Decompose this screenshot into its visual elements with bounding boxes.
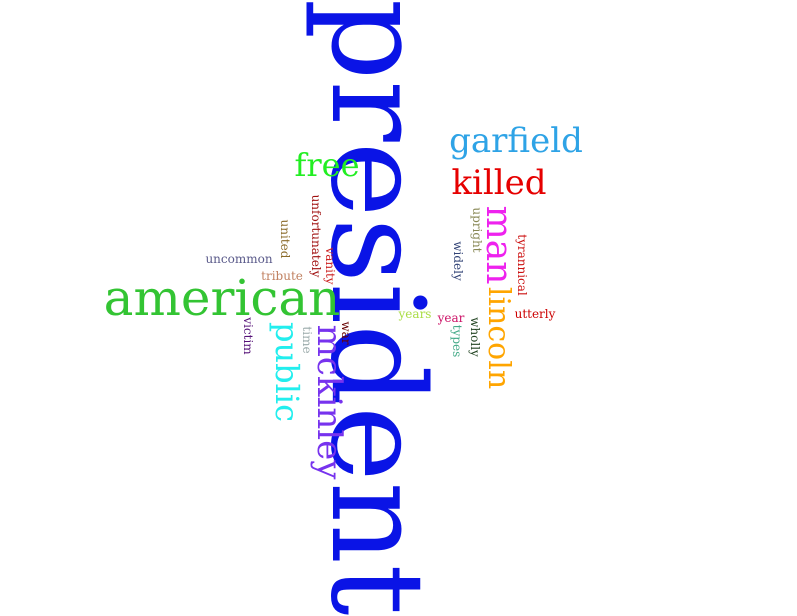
word-time: time: [300, 326, 314, 354]
word-man: man: [478, 205, 519, 285]
word-year: year: [437, 311, 465, 325]
word-lincoln: lincoln: [481, 286, 516, 390]
word-years: years: [398, 307, 432, 321]
word-widely: widely: [451, 241, 465, 281]
word-utterly: utterly: [514, 307, 556, 321]
word-killed: killed: [451, 163, 547, 203]
word-unfortunately: unfortunately: [309, 194, 323, 278]
word-uncommon: uncommon: [205, 252, 273, 266]
word-vanity: vanity: [323, 247, 337, 285]
word-upright: upright: [470, 207, 484, 253]
word-united: united: [278, 219, 292, 259]
word-wholly: wholly: [468, 317, 482, 357]
word-american: american: [103, 269, 341, 327]
word-war: war: [339, 321, 353, 345]
word-tyrannical: tyrannical: [515, 234, 529, 296]
word-tribute: tribute: [261, 269, 303, 283]
word-mckinley: mckinley: [309, 324, 349, 480]
word-garfield: garfield: [449, 121, 583, 161]
word-victim: victim: [241, 317, 255, 355]
word-free: free: [294, 146, 360, 184]
word-types: types: [450, 324, 464, 358]
word-public: public: [268, 322, 306, 422]
